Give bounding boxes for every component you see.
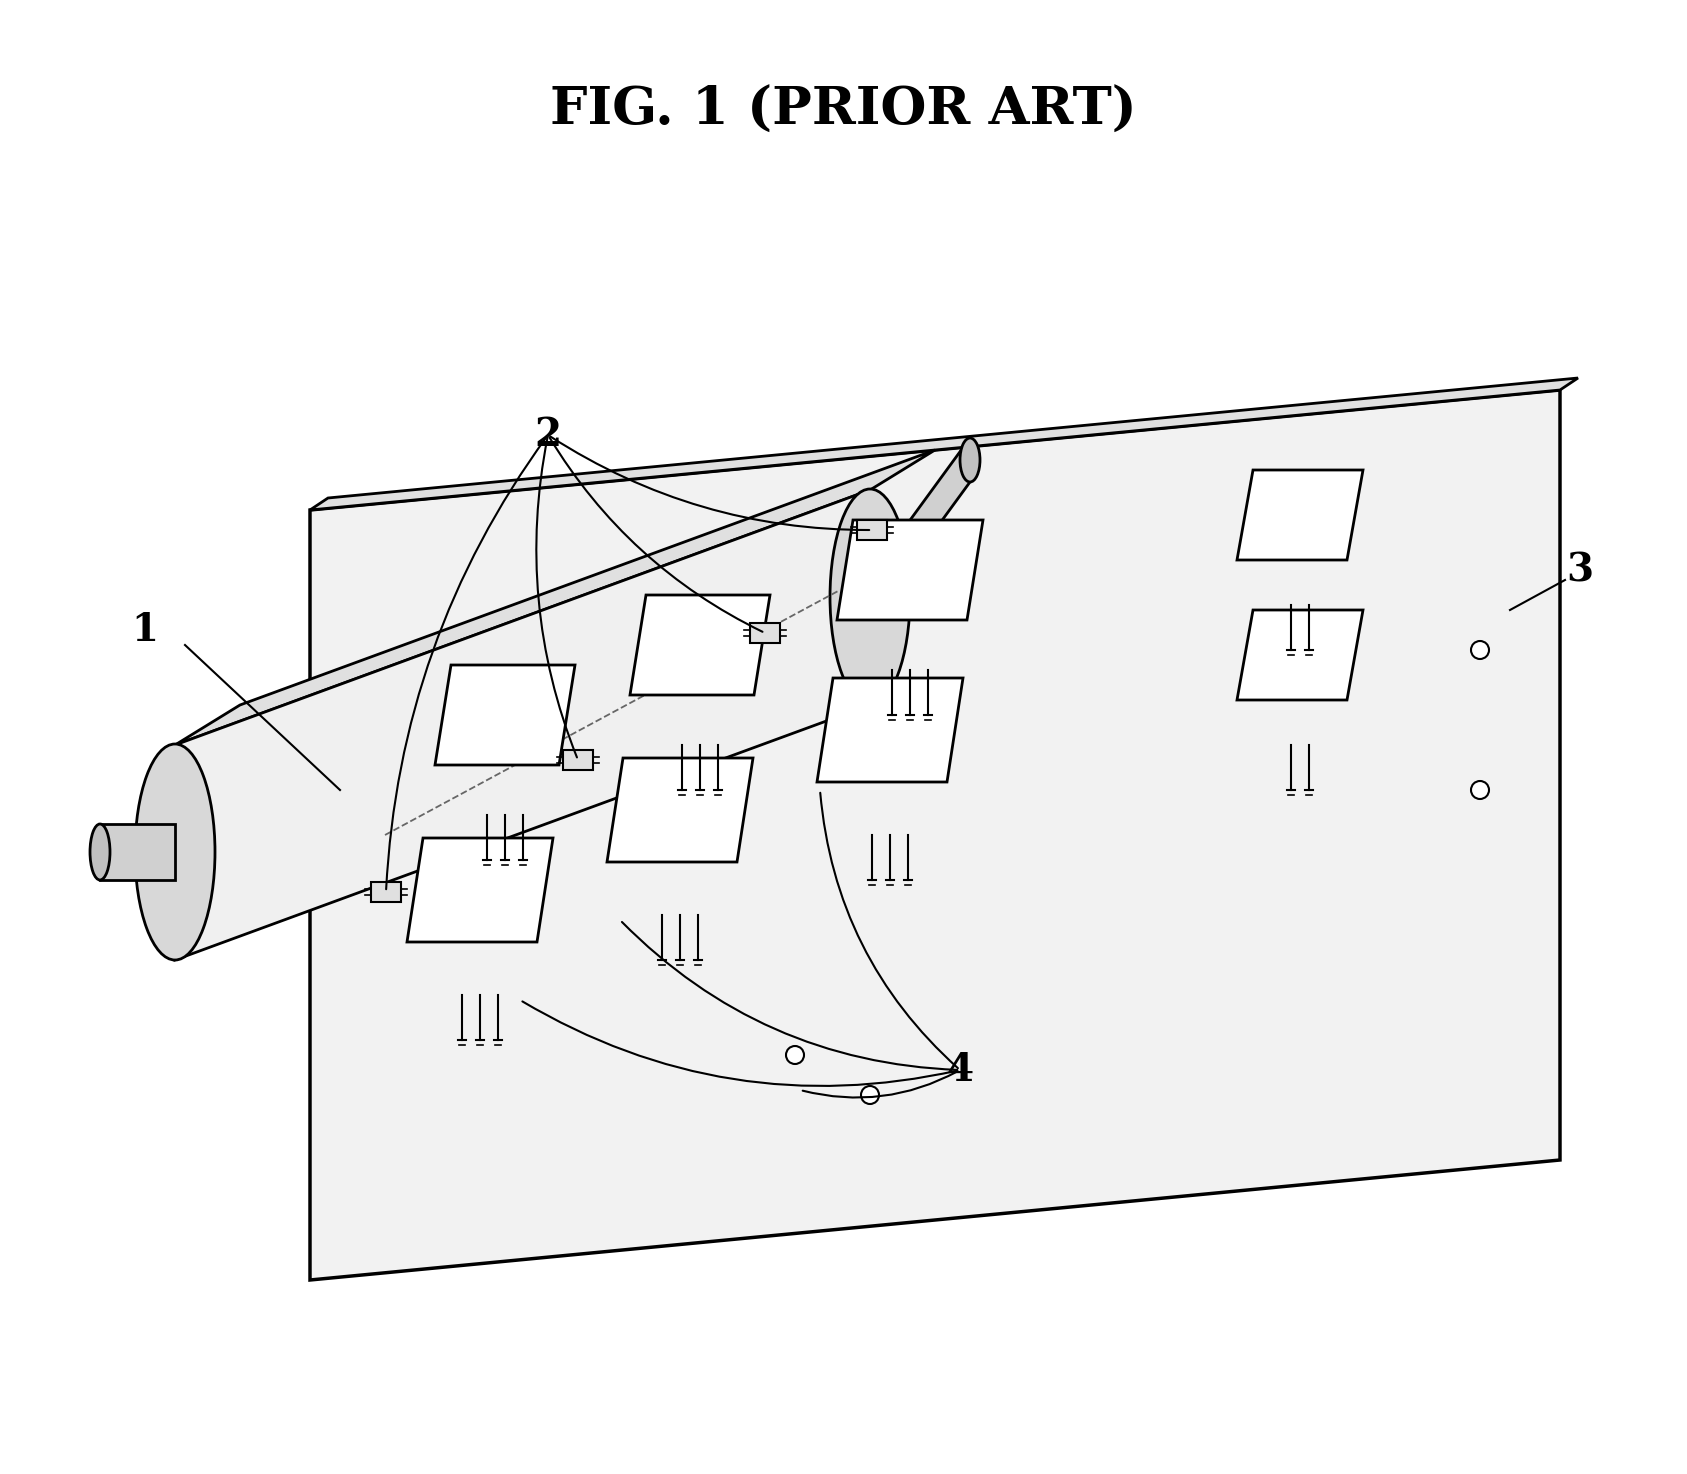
Polygon shape bbox=[629, 595, 769, 696]
Polygon shape bbox=[175, 489, 870, 960]
Polygon shape bbox=[310, 391, 1560, 1279]
Polygon shape bbox=[371, 881, 402, 902]
Polygon shape bbox=[175, 450, 935, 744]
Polygon shape bbox=[817, 678, 963, 783]
Polygon shape bbox=[1237, 610, 1363, 700]
Polygon shape bbox=[563, 750, 594, 769]
Circle shape bbox=[1471, 641, 1490, 659]
Polygon shape bbox=[607, 758, 752, 862]
Text: FIG. 1 (PRIOR ART): FIG. 1 (PRIOR ART) bbox=[550, 84, 1137, 136]
Text: 1: 1 bbox=[132, 612, 159, 649]
Text: 2: 2 bbox=[535, 416, 562, 454]
Polygon shape bbox=[857, 520, 887, 539]
Text: 4: 4 bbox=[946, 1051, 973, 1089]
Circle shape bbox=[786, 1047, 805, 1064]
Polygon shape bbox=[751, 624, 779, 643]
Polygon shape bbox=[310, 377, 1577, 510]
Ellipse shape bbox=[830, 489, 909, 705]
Ellipse shape bbox=[89, 824, 110, 880]
Polygon shape bbox=[407, 839, 553, 942]
Polygon shape bbox=[1237, 470, 1363, 560]
Circle shape bbox=[860, 1086, 879, 1104]
Polygon shape bbox=[435, 665, 575, 765]
Ellipse shape bbox=[135, 744, 214, 960]
Text: 3: 3 bbox=[1567, 551, 1594, 590]
Ellipse shape bbox=[960, 438, 980, 482]
Polygon shape bbox=[837, 520, 984, 621]
Polygon shape bbox=[100, 824, 175, 880]
Circle shape bbox=[1471, 781, 1490, 799]
Polygon shape bbox=[870, 438, 970, 619]
